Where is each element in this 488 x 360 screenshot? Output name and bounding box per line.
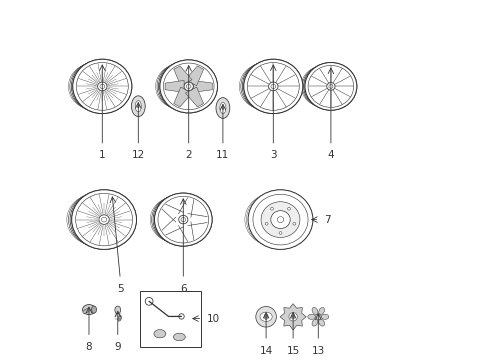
Text: 12: 12 xyxy=(131,150,144,161)
Ellipse shape xyxy=(183,82,193,91)
Ellipse shape xyxy=(73,59,132,113)
Ellipse shape xyxy=(137,104,139,108)
Ellipse shape xyxy=(131,96,145,117)
Polygon shape xyxy=(185,66,203,86)
Ellipse shape xyxy=(160,60,217,113)
Ellipse shape xyxy=(244,59,302,113)
Ellipse shape xyxy=(268,82,278,91)
Ellipse shape xyxy=(301,66,345,107)
Ellipse shape xyxy=(67,194,122,245)
Text: 13: 13 xyxy=(311,346,324,356)
Text: 10: 10 xyxy=(206,314,220,324)
Ellipse shape xyxy=(270,211,289,229)
Ellipse shape xyxy=(303,64,352,109)
Ellipse shape xyxy=(151,196,203,243)
Ellipse shape xyxy=(91,306,96,313)
Text: 7: 7 xyxy=(323,215,330,225)
Ellipse shape xyxy=(261,202,299,238)
Ellipse shape xyxy=(292,222,295,225)
Text: 4: 4 xyxy=(327,150,333,161)
Ellipse shape xyxy=(305,63,356,110)
Ellipse shape xyxy=(288,312,297,321)
Ellipse shape xyxy=(247,190,312,249)
Ellipse shape xyxy=(154,193,212,246)
Text: 1: 1 xyxy=(99,150,105,161)
Ellipse shape xyxy=(178,215,187,224)
Ellipse shape xyxy=(158,61,213,112)
Ellipse shape xyxy=(222,106,224,110)
Ellipse shape xyxy=(255,306,276,327)
Polygon shape xyxy=(185,87,203,107)
Ellipse shape xyxy=(318,319,324,326)
Ellipse shape xyxy=(302,65,348,108)
Text: 8: 8 xyxy=(85,342,92,352)
Text: 2: 2 xyxy=(185,150,192,161)
Polygon shape xyxy=(173,87,192,107)
Ellipse shape xyxy=(264,314,267,320)
Ellipse shape xyxy=(71,60,127,112)
Ellipse shape xyxy=(82,309,89,314)
Text: 6: 6 xyxy=(180,284,186,294)
Ellipse shape xyxy=(99,215,109,224)
Ellipse shape xyxy=(246,192,307,248)
Ellipse shape xyxy=(242,60,298,112)
Ellipse shape xyxy=(70,62,122,111)
Ellipse shape xyxy=(118,316,122,321)
Text: 3: 3 xyxy=(269,150,276,161)
Ellipse shape xyxy=(70,191,131,248)
Polygon shape xyxy=(165,80,183,93)
Ellipse shape xyxy=(279,232,282,234)
Ellipse shape xyxy=(216,98,229,118)
Ellipse shape xyxy=(260,312,272,321)
Ellipse shape xyxy=(311,307,317,315)
Text: 5: 5 xyxy=(117,284,123,294)
Ellipse shape xyxy=(153,194,207,245)
Text: 15: 15 xyxy=(286,346,299,356)
Ellipse shape xyxy=(277,217,283,222)
Polygon shape xyxy=(280,304,305,330)
Ellipse shape xyxy=(220,102,225,114)
Ellipse shape xyxy=(291,315,294,319)
Ellipse shape xyxy=(115,306,121,314)
Ellipse shape xyxy=(154,330,165,338)
Ellipse shape xyxy=(321,314,328,319)
Ellipse shape xyxy=(157,63,208,110)
Ellipse shape xyxy=(82,305,95,315)
Polygon shape xyxy=(193,80,212,93)
Text: 14: 14 xyxy=(259,346,272,356)
Ellipse shape xyxy=(315,314,321,320)
Ellipse shape xyxy=(72,190,136,249)
Ellipse shape xyxy=(247,190,312,249)
Ellipse shape xyxy=(264,222,267,225)
Text: 11: 11 xyxy=(216,150,229,161)
Ellipse shape xyxy=(155,64,204,109)
Ellipse shape xyxy=(173,333,185,341)
FancyBboxPatch shape xyxy=(140,291,201,347)
Ellipse shape xyxy=(270,207,273,210)
Ellipse shape xyxy=(287,207,290,210)
Ellipse shape xyxy=(244,193,301,246)
Ellipse shape xyxy=(240,62,293,111)
Ellipse shape xyxy=(150,197,199,242)
Ellipse shape xyxy=(311,319,317,326)
Ellipse shape xyxy=(318,307,324,315)
Polygon shape xyxy=(173,66,192,86)
Ellipse shape xyxy=(307,314,315,319)
Ellipse shape xyxy=(98,82,107,91)
Ellipse shape xyxy=(239,63,289,109)
Ellipse shape xyxy=(68,193,126,247)
Ellipse shape xyxy=(68,63,118,109)
Text: 9: 9 xyxy=(114,342,121,352)
Ellipse shape xyxy=(326,82,334,90)
Ellipse shape xyxy=(135,100,141,112)
